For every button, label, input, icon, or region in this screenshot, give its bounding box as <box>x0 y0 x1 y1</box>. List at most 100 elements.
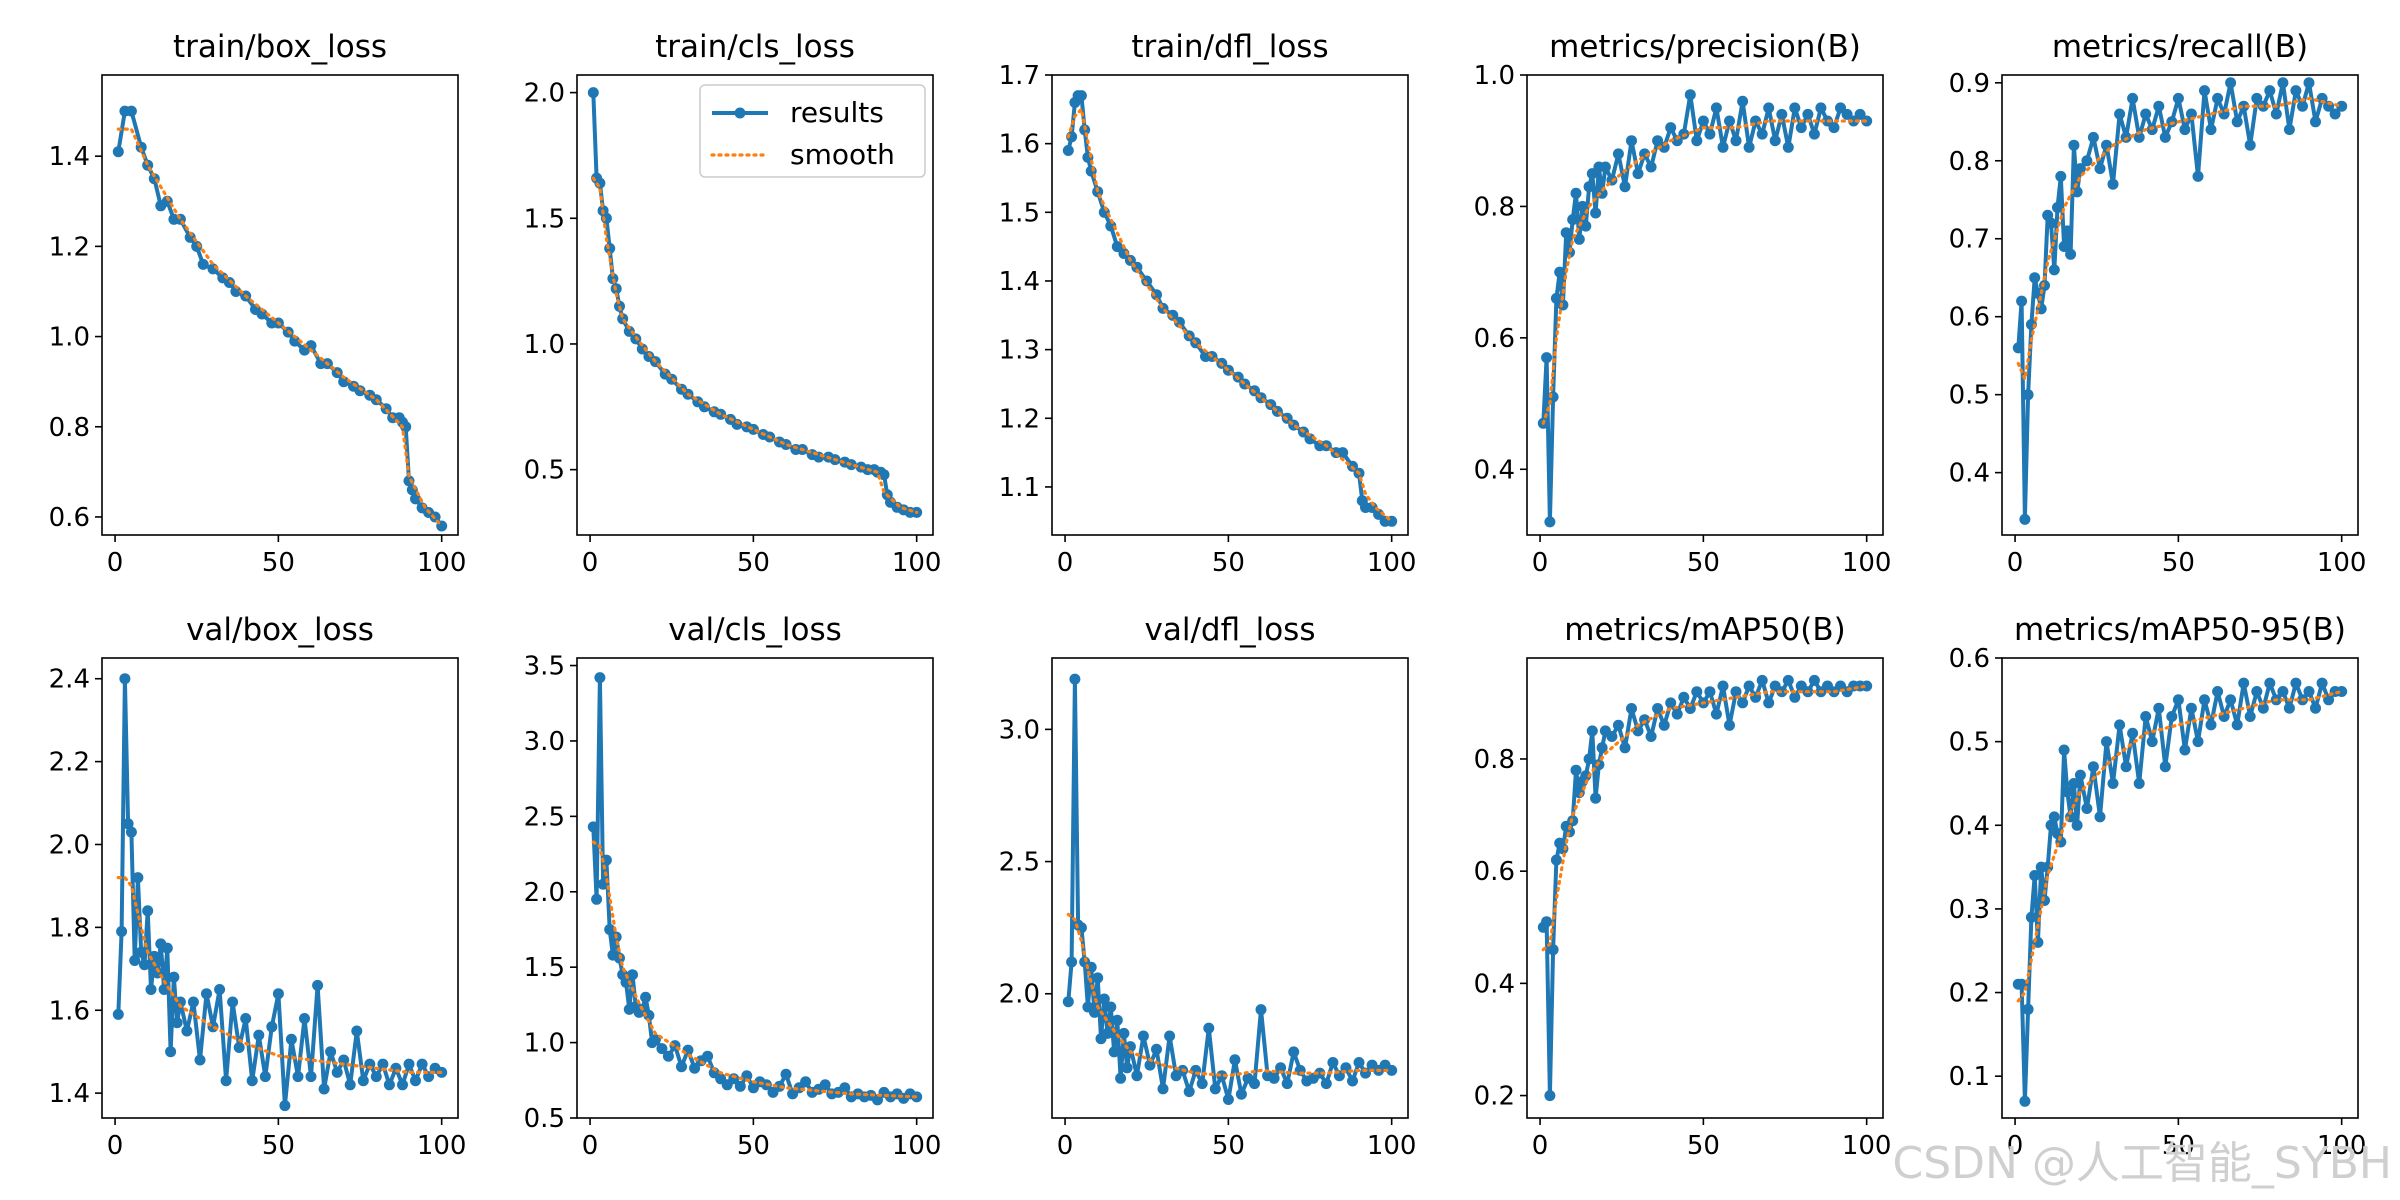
results-point <box>135 946 147 958</box>
results-point <box>2127 92 2139 104</box>
y-tick-label: 2.5 <box>524 802 565 832</box>
results-point <box>1066 956 1078 968</box>
results-point <box>1619 742 1631 754</box>
results-point <box>1665 697 1677 709</box>
subplot-title: metrics/precision(B) <box>1549 29 1861 65</box>
results-point <box>2114 108 2126 120</box>
x-tick-label: 0 <box>107 1131 124 1161</box>
results-point <box>194 1054 206 1066</box>
results-point <box>2179 744 2191 756</box>
results-point <box>1164 1030 1176 1042</box>
y-tick-label: 0.6 <box>1949 303 1990 333</box>
subplot-title: val/dfl_loss <box>1145 612 1316 648</box>
subplot-title: val/box_loss <box>186 612 374 648</box>
results-point <box>171 1017 183 1029</box>
results-point <box>591 893 603 905</box>
results-point <box>1196 1078 1208 1090</box>
results-point <box>1645 731 1657 742</box>
results-point <box>1769 135 1781 147</box>
x-tick-label: 50 <box>1687 1131 1720 1161</box>
results-point <box>1583 753 1595 765</box>
results-point <box>165 1046 177 1058</box>
results-point <box>1789 691 1801 703</box>
results-point <box>2074 769 2086 781</box>
results-point <box>1606 731 1618 742</box>
results-point <box>357 1075 369 1087</box>
results-point <box>2277 77 2289 89</box>
results-point <box>640 991 652 1003</box>
results-point <box>2238 677 2250 689</box>
results-point <box>1782 674 1794 686</box>
x-tick-label: 0 <box>1057 548 1074 578</box>
subplot-1: train/box_loss 0 50 100 0.6 0.8 1.0 1.2 1.4 <box>49 29 467 578</box>
results-point <box>2107 178 2119 190</box>
x-tick-label: 50 <box>737 548 770 578</box>
results-point <box>1062 145 1074 156</box>
results-point <box>1229 1054 1241 1066</box>
results-point <box>2022 1003 2034 1015</box>
axes-frame <box>1526 657 1884 1119</box>
legend: results smooth <box>699 84 926 178</box>
results-point <box>2101 736 2112 748</box>
results-point <box>2019 513 2031 525</box>
results-point <box>227 996 239 1008</box>
y-tick-label: 2.2 <box>49 748 90 778</box>
y-tick-label: 1.2 <box>49 232 90 262</box>
results-point <box>1567 214 1579 226</box>
results-point <box>1124 1041 1136 1053</box>
results-point <box>112 1008 124 1020</box>
x-tick-label: 0 <box>1057 1131 1074 1161</box>
results-point <box>2074 163 2086 175</box>
results-point <box>1782 141 1794 153</box>
x-tick-label: 0 <box>582 1131 599 1161</box>
y-tick-label: 0.2 <box>1949 979 1990 1009</box>
results-point <box>240 1013 252 1024</box>
results-point <box>662 1050 674 1062</box>
results-point <box>2244 139 2256 151</box>
results-point <box>129 955 141 966</box>
results-point <box>2133 778 2145 789</box>
y-tick-label: 1.0 <box>49 323 90 353</box>
results-point <box>1118 1027 1130 1039</box>
results-point <box>2205 124 2217 136</box>
x-tick-label: 50 <box>262 1131 295 1161</box>
x-tick-label: 100 <box>892 548 942 578</box>
y-tick-label: 0.5 <box>1949 728 1990 758</box>
y-tick-label: 0.4 <box>1949 811 1990 841</box>
results-point <box>1111 1014 1123 1026</box>
results-point <box>1275 1062 1287 1074</box>
axes-frame <box>1526 74 1884 536</box>
x-tick-label: 0 <box>107 548 124 578</box>
watermark-text: CSDN @人工智能_SYBH <box>1892 1138 2392 1189</box>
x-tick-label: 0 <box>2007 548 2024 578</box>
results-point <box>734 1080 746 1092</box>
subplot-2: train/cls_loss 0 50 100 0.5 1.0 1.5 2.0 results s… <box>524 29 942 578</box>
results-point <box>1288 1046 1300 1058</box>
results-point <box>1756 674 1768 686</box>
y-tick-label: 1.5 <box>524 204 565 234</box>
x-tick-label: 50 <box>262 548 295 578</box>
results-point <box>289 335 301 347</box>
results-point <box>2058 744 2070 756</box>
results-point <box>397 1079 408 1091</box>
results-point <box>1678 691 1690 703</box>
results-point <box>2179 124 2191 136</box>
subplot-title: metrics/recall(B) <box>2052 29 2308 65</box>
smooth-series-line <box>591 176 919 515</box>
results-point <box>161 942 173 954</box>
results-point <box>246 1075 258 1087</box>
smooth-series-line <box>2016 689 2344 1003</box>
results-point <box>112 146 124 158</box>
results-point <box>2029 272 2041 284</box>
results-point <box>1632 168 1644 180</box>
results-point <box>1255 1004 1267 1016</box>
results-point <box>2081 803 2093 814</box>
results-point <box>305 1071 317 1083</box>
results-point <box>1684 89 1696 101</box>
results-point <box>2107 778 2119 789</box>
results-point <box>2012 342 2024 354</box>
results-point <box>197 258 209 270</box>
results-point <box>1570 764 1582 776</box>
results-point <box>410 493 421 505</box>
results-point <box>1353 1057 1365 1068</box>
